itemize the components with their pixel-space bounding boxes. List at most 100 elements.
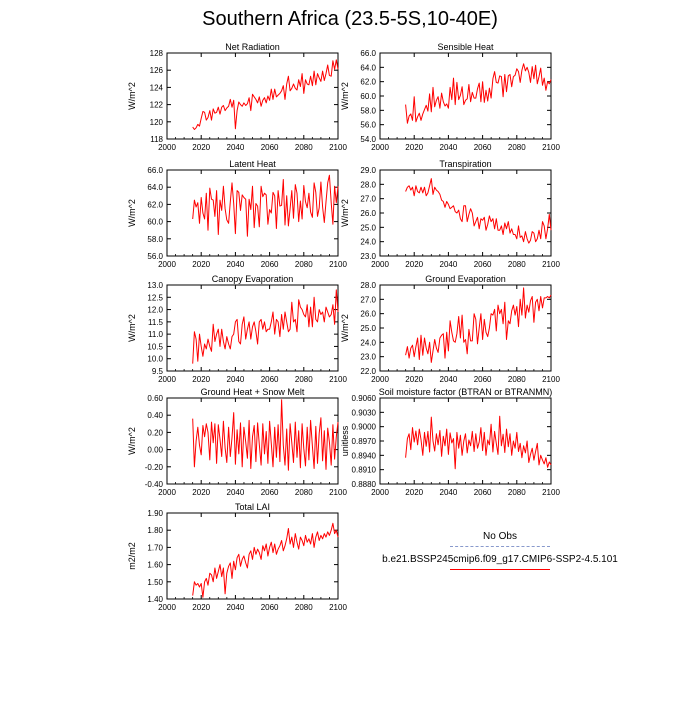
x-tick-label: 2100	[542, 375, 560, 384]
x-tick-label: 2040	[440, 143, 458, 152]
x-tick-label: 2060	[474, 143, 492, 152]
x-tick-label: 2060	[474, 375, 492, 384]
x-tick-label: 2080	[295, 375, 313, 384]
y-tick-label: 124	[150, 83, 164, 92]
y-tick-label: 56.0	[147, 252, 163, 261]
y-tick-label: 0.9030	[352, 408, 377, 417]
y-axis-label: W/m^2	[127, 314, 137, 342]
plot-title: Net Radiation	[225, 42, 280, 52]
series-line-latent-heat	[192, 174, 339, 237]
y-tick-label: 0.00	[147, 446, 163, 455]
series-line-total-lai	[192, 522, 339, 598]
y-tick-label: 66.0	[360, 49, 376, 58]
y-tick-label: 58.0	[360, 106, 376, 115]
x-tick-label: 2020	[192, 375, 210, 384]
y-tick-label: 29.0	[360, 166, 376, 175]
plot-title: Soil moisture factor (BTRAN or BTRANMN)	[379, 387, 553, 397]
series-line-net-radiation	[192, 59, 339, 130]
x-tick-label: 2000	[158, 488, 176, 497]
plot-frame	[379, 284, 552, 372]
legend-model-label: b.e21.BSSP245cmip6.f09_g17.CMIP6-SSP2-4.…	[382, 554, 618, 565]
plot-transpiration: Transpiration W/m^2 2000 2020 2040 2060 2080 21…	[340, 159, 560, 269]
x-tick-label: 2040	[227, 488, 245, 497]
y-tick-label: 0.8910	[352, 466, 377, 475]
y-tick-label: 0.40	[147, 411, 163, 420]
y-tick-label: 13.0	[147, 281, 163, 290]
x-tick-label: 2100	[329, 375, 347, 384]
y-tick-label: 0.8970	[352, 437, 377, 446]
x-tick-label: 2020	[192, 488, 210, 497]
series-line-ground-heat-snow-melt	[192, 399, 339, 471]
plot-ground-evaporation: Ground Evaporation W/m^2 2000 2020 2040 2060 2…	[340, 274, 560, 384]
series-line-soil-moisture-factor-btran-or-btranmn	[405, 415, 552, 470]
y-axis-label: W/m^2	[340, 199, 350, 227]
x-tick-label: 2100	[542, 260, 560, 269]
x-tick-label: 2020	[192, 143, 210, 152]
plot-ground-heat-snow-melt: Ground Heat + Snow Melt W/m^2 2000 2020 2040…	[127, 387, 347, 497]
x-tick-label: 2080	[508, 375, 526, 384]
series-line-ground-evaporation	[405, 287, 552, 363]
x-tick-label: 2100	[329, 488, 347, 497]
x-tick-label: 2000	[158, 260, 176, 269]
y-tick-label: 62.0	[147, 200, 163, 209]
x-tick-label: 2020	[192, 603, 210, 612]
y-axis-label: W/m^2	[127, 82, 137, 110]
x-tick-label: 2000	[371, 260, 389, 269]
y-tick-label: 1.60	[147, 561, 163, 570]
x-tick-label: 2000	[158, 143, 176, 152]
x-tick-label: 2100	[329, 603, 347, 612]
plot-latent-heat: Latent Heat W/m^2 2000 2020 2040 2060 2080 2100…	[127, 159, 347, 269]
x-tick-label: 2080	[508, 488, 526, 497]
x-tick-label: 2100	[542, 143, 560, 152]
y-tick-label: 0.20	[147, 428, 163, 437]
y-tick-label: 0.9060	[352, 394, 377, 403]
y-tick-label: 1.70	[147, 543, 163, 552]
legend: No Obs b.e21.BSSP245cmip6.f09_g17.CMIP6-…	[350, 530, 650, 570]
y-tick-label: 0.60	[147, 394, 163, 403]
y-tick-label: 0.8880	[352, 480, 377, 489]
x-tick-label: 2000	[371, 488, 389, 497]
x-tick-label: 2000	[158, 603, 176, 612]
y-axis-label: m2/m2	[127, 542, 137, 570]
y-tick-label: 56.0	[360, 121, 376, 130]
y-tick-label: 64.0	[360, 63, 376, 72]
plot-net-radiation: Net Radiation W/m^2 2000 2020 2040 2060 2080 21…	[127, 42, 347, 152]
y-axis-label: unitless	[340, 425, 350, 456]
plot-frame	[379, 169, 552, 257]
y-tick-label: 12.0	[147, 306, 163, 315]
y-tick-label: 1.80	[147, 526, 163, 535]
y-axis-label: W/m^2	[127, 427, 137, 455]
y-tick-label: 27.0	[360, 295, 376, 304]
x-tick-label: 2060	[261, 603, 279, 612]
plot-sensible-heat: Sensible Heat W/m^2 2000 2020 2040 2060 2080 21…	[340, 42, 560, 152]
x-tick-label: 2020	[405, 260, 423, 269]
y-tick-label: 60.0	[360, 92, 376, 101]
y-tick-label: 28.0	[360, 281, 376, 290]
x-tick-label: 2040	[227, 603, 245, 612]
series-line-sensible-heat	[405, 63, 552, 124]
y-tick-label: 64.0	[147, 183, 163, 192]
x-tick-label: 2000	[158, 375, 176, 384]
x-tick-label: 2100	[542, 488, 560, 497]
plot-title: Canopy Evaporation	[212, 274, 294, 284]
legend-model-line	[450, 569, 550, 570]
y-tick-label: 24.0	[360, 338, 376, 347]
x-tick-label: 2060	[474, 260, 492, 269]
legend-obs-line	[450, 546, 550, 547]
plot-title: Ground Evaporation	[425, 274, 506, 284]
x-tick-label: 2040	[440, 260, 458, 269]
y-tick-label: 128	[150, 49, 164, 58]
plot-soil-moisture-factor-btran-or-btranmn: Soil moisture factor (BTRAN or BTRANMN) u…	[340, 387, 560, 497]
y-tick-label: 0.9000	[352, 423, 377, 432]
y-tick-label: 118	[150, 135, 163, 144]
y-tick-label: -0.40	[145, 480, 164, 489]
y-tick-label: 0.8940	[352, 451, 377, 460]
plot-frame	[379, 397, 552, 485]
x-tick-label: 2040	[227, 260, 245, 269]
plot-title: Latent Heat	[229, 159, 276, 169]
y-tick-label: 66.0	[147, 166, 163, 175]
y-tick-label: 23.0	[360, 252, 376, 261]
x-tick-label: 2040	[440, 488, 458, 497]
plot-title: Sensible Heat	[437, 42, 494, 52]
